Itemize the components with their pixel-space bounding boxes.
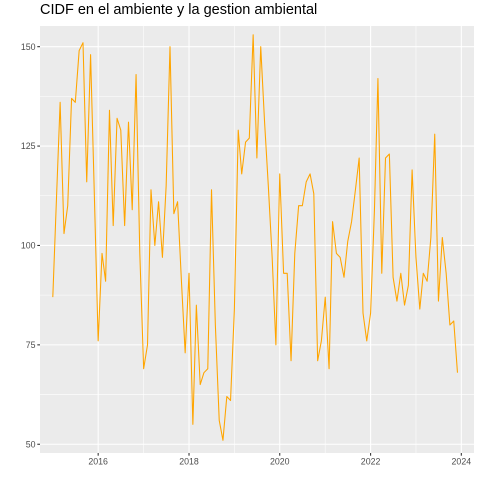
x-tick-label: 2024 <box>452 457 472 467</box>
x-axis: 2016 2018 2020 2022 2024 <box>88 453 471 467</box>
x-tick-label: 2020 <box>270 457 290 467</box>
x-tick-label: 2016 <box>88 457 108 467</box>
major-gridlines <box>40 26 474 453</box>
y-tick-label: 50 <box>26 439 36 449</box>
y-tick-label: 100 <box>21 241 36 251</box>
y-tick-label: 125 <box>21 141 36 151</box>
y-tick-label: 150 <box>21 42 36 52</box>
plot-panel <box>40 26 474 453</box>
y-tick-label: 75 <box>26 340 36 350</box>
minor-gridlines <box>40 26 474 453</box>
x-tick-label: 2022 <box>361 457 381 467</box>
series-line <box>52 34 459 441</box>
x-tick-label: 2018 <box>179 457 199 467</box>
y-axis: 50 75 100 125 150 <box>21 42 40 449</box>
chart-title: CIDF en el ambiente y la gestion ambient… <box>40 2 318 18</box>
